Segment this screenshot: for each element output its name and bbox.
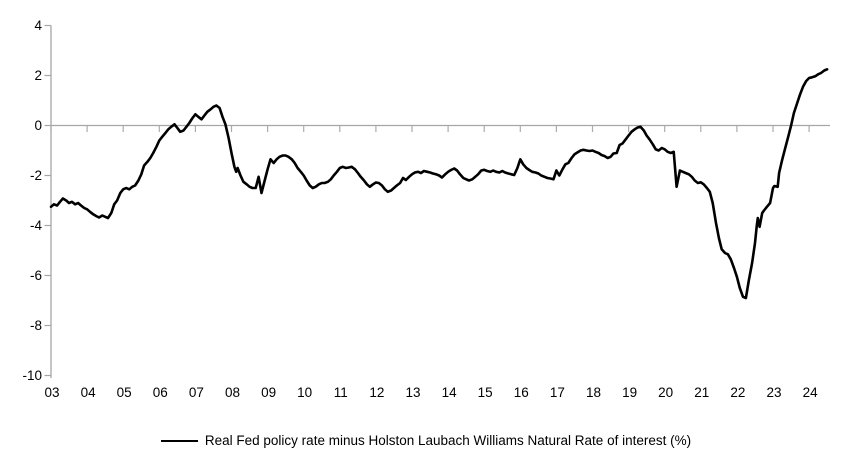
y-tick-label: -10 (22, 368, 42, 383)
x-tick-label: 22 (730, 385, 745, 400)
x-tick-label: 08 (225, 385, 240, 400)
x-tick-label: 21 (694, 385, 709, 400)
x-tick-label: 07 (189, 385, 204, 400)
y-tick-label: 4 (34, 18, 42, 33)
chart-legend: Real Fed policy rate minus Holston Lauba… (0, 433, 852, 448)
y-tick-label: -8 (30, 318, 42, 333)
x-tick-label: 03 (44, 385, 59, 400)
x-tick-label: 12 (369, 385, 384, 400)
x-tick-label: 19 (622, 385, 637, 400)
x-tick-label: 09 (261, 385, 276, 400)
y-tick-label: -2 (30, 168, 42, 183)
y-tick-label: 2 (34, 68, 42, 83)
x-tick-label: 14 (442, 385, 458, 400)
x-tick-label: 24 (803, 385, 819, 400)
x-tick-label: 10 (297, 385, 312, 400)
x-tick-label: 11 (334, 385, 348, 400)
x-tick-label: 05 (117, 385, 132, 400)
x-tick-label: 06 (153, 385, 168, 400)
x-tick-label: 20 (658, 385, 673, 400)
x-tick-label: 23 (766, 385, 781, 400)
x-tick-label: 13 (405, 385, 420, 400)
x-tick-label: 16 (514, 385, 529, 400)
x-tick-label: 17 (550, 385, 565, 400)
legend-line-sample (160, 439, 198, 442)
series-line (49, 68, 829, 300)
y-tick-label: 0 (34, 118, 42, 133)
x-tick-label: 15 (478, 385, 493, 400)
x-tick-label: 04 (81, 385, 97, 400)
y-tick-label: -6 (30, 268, 42, 283)
y-tick-label: -4 (30, 218, 42, 233)
x-tick-label: 18 (586, 385, 601, 400)
legend-label: Real Fed policy rate minus Holston Lauba… (204, 433, 692, 448)
